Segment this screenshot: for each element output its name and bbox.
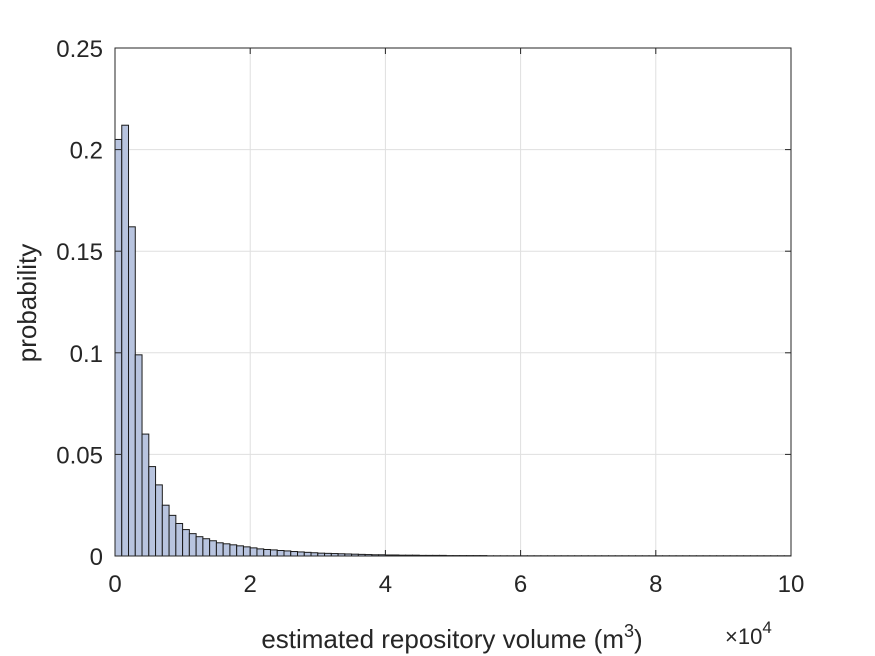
y-tick-label: 0.25	[56, 36, 103, 63]
histogram-bar	[290, 551, 299, 557]
x-axis-title-suffix: )	[634, 624, 643, 654]
x-tick-label: 6	[514, 571, 527, 598]
x-tick-label: 10	[778, 571, 805, 598]
histogram-bar	[114, 138, 123, 557]
bars-layer	[114, 124, 792, 557]
x-tick-label: 2	[244, 571, 257, 598]
grid-layer	[114, 47, 792, 557]
histogram-bar	[134, 354, 143, 557]
axes-layer: 0 2 4 6 8 10 0 0.05 0.1 0.15 0.2 0.25	[56, 36, 804, 598]
histogram-bar	[155, 484, 163, 557]
y-tick-label: 0.1	[70, 341, 103, 368]
histogram-bar	[148, 466, 157, 557]
x-tick-label: 4	[379, 571, 392, 598]
histogram-bar	[209, 540, 217, 557]
histogram-bar	[222, 543, 231, 557]
histogram-bar	[242, 546, 251, 557]
y-tick-label: 0	[90, 544, 103, 571]
plot-area-border	[114, 47, 792, 557]
x-axis-exponent-power: 4	[762, 618, 771, 637]
histogram-bar	[229, 544, 238, 557]
histogram-bar	[256, 548, 265, 557]
x-axis-exponent-base: ×10	[725, 624, 762, 649]
x-tick-label: 0	[108, 571, 121, 598]
histogram-bar	[249, 547, 258, 557]
histogram-bar	[182, 529, 190, 557]
y-tick-label: 0.05	[56, 442, 103, 469]
histogram-bar	[175, 522, 184, 557]
histogram-bar	[215, 542, 224, 557]
x-axis-title-superscript: 3	[624, 621, 634, 641]
histogram-bar	[195, 536, 204, 557]
x-axis-title-main: estimated repository volume (m	[261, 624, 624, 654]
histogram-bar	[128, 226, 136, 557]
y-axis-title: probability	[12, 244, 42, 363]
labels-layer: probability estimated repository volume …	[12, 244, 772, 654]
x-axis-exponent-label: ×104	[725, 618, 772, 649]
histogram-bar	[168, 514, 177, 557]
histogram-bar	[121, 124, 130, 557]
histogram-bar	[263, 548, 271, 557]
x-tick-label: 8	[649, 571, 662, 598]
histogram-bar	[303, 551, 312, 557]
histogram-bar	[188, 533, 197, 557]
histogram-bar	[269, 549, 278, 557]
y-tick-label: 0.15	[56, 239, 103, 266]
histogram-bar	[297, 551, 305, 557]
histogram-bar	[236, 545, 244, 557]
histogram-bar	[276, 550, 285, 557]
histogram-bar	[161, 504, 170, 557]
y-tick-label: 0.2	[70, 138, 103, 165]
x-axis-title: estimated repository volume (m3)	[261, 621, 642, 654]
histogram-bar	[141, 433, 150, 557]
histogram-bar	[283, 550, 292, 557]
histogram-bar	[202, 538, 211, 557]
